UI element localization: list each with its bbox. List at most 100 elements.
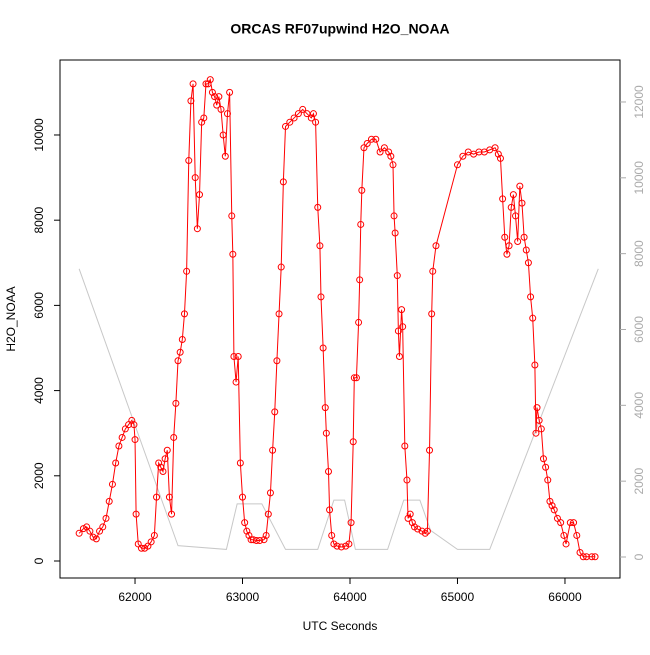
data-point — [147, 538, 155, 546]
data-point — [176, 348, 184, 356]
chart-title: ORCAS RF07upwind H2O_NOAA — [230, 21, 449, 37]
data-point — [501, 233, 509, 241]
data-point — [544, 476, 552, 484]
data-point — [432, 242, 440, 250]
data-point — [193, 225, 201, 233]
data-point — [239, 493, 247, 501]
data-point — [183, 267, 191, 275]
data-point — [211, 93, 219, 101]
data-point — [185, 157, 193, 165]
data-point — [221, 152, 229, 160]
data-point — [573, 531, 581, 539]
data-point — [391, 229, 399, 237]
data-point — [560, 531, 568, 539]
data-point — [499, 195, 507, 203]
data-point — [243, 527, 251, 535]
x-tick-label: 64000 — [333, 590, 367, 604]
data-point — [507, 203, 515, 211]
data-point — [191, 174, 199, 182]
x-tick-label: 66000 — [548, 590, 582, 604]
data-point — [512, 212, 520, 220]
data-point — [403, 476, 411, 484]
data-point — [546, 497, 554, 505]
data-point — [189, 80, 197, 88]
data-point — [206, 76, 214, 84]
data-point — [316, 242, 324, 250]
data-point — [535, 416, 543, 424]
y2-tick-label: 8000 — [632, 240, 646, 267]
data-point — [514, 237, 522, 245]
y2-tick-label: 4000 — [632, 392, 646, 419]
data-point — [99, 523, 107, 531]
data-point — [256, 537, 264, 545]
data-point — [527, 293, 535, 301]
data-point — [529, 314, 537, 322]
data-point — [352, 374, 360, 382]
data-point — [509, 191, 517, 199]
y-axis-label: H2O_NOAA — [4, 286, 18, 351]
data-point — [317, 293, 325, 301]
data-point — [533, 404, 541, 412]
data-point — [230, 353, 238, 361]
data-point — [153, 493, 161, 501]
data-point — [367, 135, 375, 143]
data-point — [266, 489, 274, 497]
y2-tick-label: 12000 — [632, 85, 646, 119]
data-point — [290, 114, 298, 122]
data-point — [86, 527, 94, 535]
data-point — [118, 433, 126, 441]
data-point — [387, 152, 395, 160]
data-point — [494, 150, 502, 158]
data-point — [459, 152, 467, 160]
data-point — [550, 506, 558, 514]
data-point — [557, 519, 565, 527]
data-point — [520, 233, 528, 241]
data-point — [277, 263, 285, 271]
data-point — [92, 535, 100, 543]
y-tick-label: 10000 — [32, 118, 46, 152]
data-point — [168, 510, 176, 518]
data-point — [496, 154, 504, 162]
data-point — [505, 242, 513, 250]
data-point — [537, 425, 545, 433]
data-point — [260, 536, 268, 544]
data-point — [421, 529, 429, 537]
data-point — [245, 531, 253, 539]
data-point — [234, 353, 242, 361]
x-axis-label: UTC Seconds — [303, 619, 378, 633]
data-point — [591, 553, 599, 561]
y2-tick-label: 10000 — [632, 161, 646, 195]
data-point — [531, 361, 539, 369]
data-point — [566, 519, 574, 527]
data-point — [345, 540, 353, 548]
data-point — [423, 527, 431, 535]
data-point — [321, 404, 329, 412]
data-point — [196, 191, 204, 199]
data-point — [322, 429, 330, 437]
data-point — [247, 536, 255, 544]
data-point — [223, 110, 231, 118]
data-point — [131, 436, 139, 444]
data-point — [163, 446, 171, 454]
data-point — [406, 510, 414, 518]
data-point — [271, 408, 279, 416]
data-point — [219, 131, 227, 139]
data-point — [389, 161, 397, 169]
data-point — [394, 327, 402, 335]
y2-tick-label: 6000 — [632, 316, 646, 343]
data-point — [524, 259, 532, 267]
data-point — [132, 510, 140, 518]
y-tick-label: 8000 — [32, 207, 46, 234]
data-point — [105, 497, 113, 505]
data-point — [518, 199, 526, 207]
data-point — [503, 250, 511, 258]
data-point — [130, 421, 138, 429]
data-point — [137, 544, 145, 552]
data-point — [115, 442, 123, 450]
data-point — [347, 519, 355, 527]
data-point — [408, 519, 416, 527]
data-point — [213, 101, 221, 109]
data-point — [294, 110, 302, 118]
